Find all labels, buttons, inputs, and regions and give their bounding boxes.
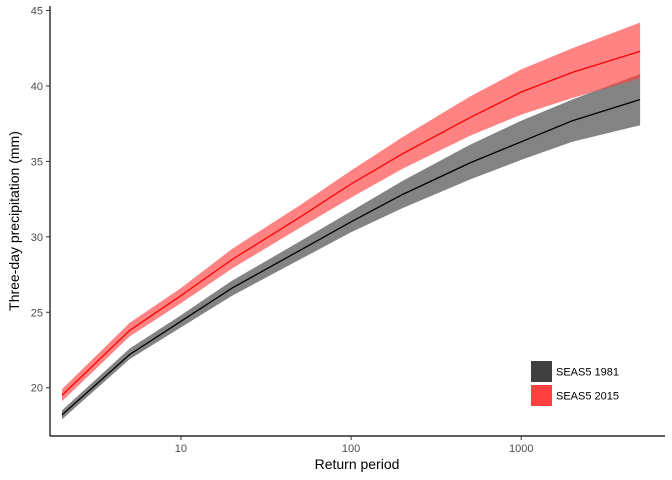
- series-lines: [61, 50, 641, 416]
- y-tick-label: 45: [31, 6, 43, 18]
- band-seas5-1981: [62, 73, 641, 420]
- y-tick-label: 35: [31, 156, 43, 168]
- line-seas5-1981: [61, 98, 641, 416]
- legend-key-seas5-1981: [531, 361, 552, 382]
- x-tick-label: 10: [175, 443, 187, 455]
- line-seas5-2015: [61, 50, 641, 396]
- x-axis-title: Return period: [315, 456, 400, 472]
- legend: SEAS5 1981 SEAS5 2015: [531, 361, 619, 406]
- legend-label-seas5-2015: SEAS5 2015: [556, 391, 619, 403]
- x-axis-ticks: 10 100 1000: [175, 436, 533, 455]
- x-tick-label: 1000: [509, 443, 533, 455]
- legend-label-seas5-1981: SEAS5 1981: [556, 367, 619, 379]
- y-tick-label: 40: [31, 81, 43, 93]
- y-tick-label: 20: [31, 383, 43, 395]
- y-tick-label: 25: [31, 307, 43, 319]
- band-seas5-2015: [62, 22, 641, 402]
- legend-key-seas5-2015: [531, 385, 552, 406]
- y-axis-title: Three-day precipitation (mm): [6, 131, 22, 311]
- y-tick-label: 30: [31, 232, 43, 244]
- confidence-bands: [62, 22, 641, 420]
- x-tick-label: 100: [342, 443, 360, 455]
- y-axis-ticks: 20 25 30 35 40 45: [31, 6, 50, 395]
